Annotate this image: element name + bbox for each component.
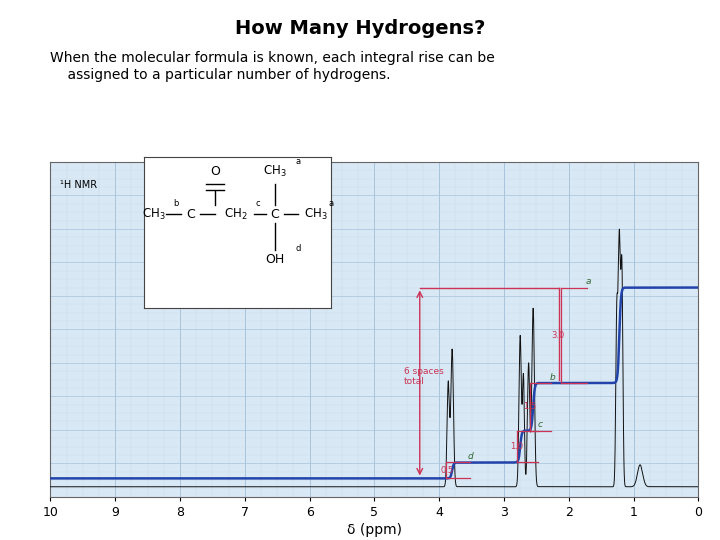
Text: b: b (173, 199, 179, 208)
Text: 3.0: 3.0 (551, 331, 564, 340)
Text: d: d (296, 245, 301, 253)
Text: CH$_2$: CH$_2$ (224, 206, 248, 221)
Text: a: a (296, 157, 301, 166)
Text: c: c (256, 199, 260, 208)
Text: O: O (210, 165, 220, 178)
Text: 0.5: 0.5 (441, 466, 454, 475)
Text: C: C (271, 207, 279, 220)
Text: d: d (468, 452, 474, 461)
Text: CH$_3$: CH$_3$ (264, 164, 287, 179)
Text: a: a (585, 277, 591, 286)
Text: C: C (186, 207, 195, 220)
Text: 1.5: 1.5 (523, 402, 536, 411)
Text: b: b (550, 373, 555, 382)
Text: c: c (537, 420, 542, 429)
Text: When the molecular formula is known, each integral rise can be: When the molecular formula is known, eac… (50, 51, 495, 65)
Text: assigned to a particular number of hydrogens.: assigned to a particular number of hydro… (50, 68, 391, 82)
Text: 1.0: 1.0 (510, 442, 523, 451)
Text: ¹H NMR: ¹H NMR (60, 180, 97, 191)
Text: 6 spaces
total: 6 spaces total (403, 367, 444, 386)
Text: OH: OH (266, 253, 284, 266)
Text: CH$_3$: CH$_3$ (142, 206, 165, 221)
Text: CH$_3$: CH$_3$ (305, 206, 328, 221)
Text: How Many Hydrogens?: How Many Hydrogens? (235, 19, 485, 38)
Text: a: a (328, 199, 333, 208)
X-axis label: δ (ppm): δ (ppm) (347, 523, 402, 537)
